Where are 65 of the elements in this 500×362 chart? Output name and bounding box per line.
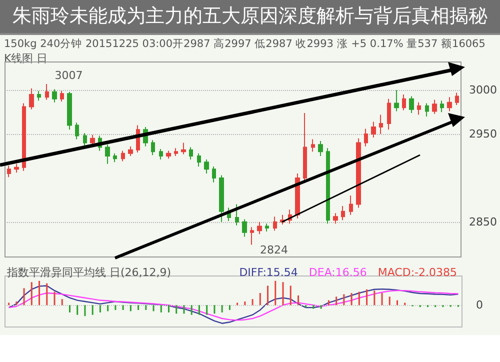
candlestick (356, 138, 361, 208)
candlestick (159, 148, 163, 160)
candlestick (14, 163, 19, 174)
candlestick (349, 195, 353, 216)
candlestick (273, 216, 277, 232)
candlestick (45, 83, 49, 100)
candlestick (83, 132, 87, 147)
candlestick (151, 140, 155, 156)
candlestick (52, 88, 57, 103)
candlestick (257, 221, 262, 235)
annotation: 2824 (260, 244, 288, 257)
candlestick (303, 112, 307, 182)
candlestick (75, 122, 79, 140)
candlestick (181, 142, 186, 155)
candlestick (197, 152, 201, 168)
candlestick (318, 140, 323, 156)
candlestick (67, 91, 72, 130)
candlestick (166, 150, 171, 160)
candlestick (432, 99, 437, 114)
candlestick (189, 146, 193, 160)
ref-line-label: 0 (476, 298, 483, 312)
candlestick (174, 148, 178, 156)
candlestick (371, 121, 376, 138)
candlestick (341, 206, 345, 221)
candlestick (235, 204, 239, 226)
series-label: DEA:16.56 (308, 266, 367, 279)
candlestick (311, 138, 315, 152)
candlestick (219, 174, 224, 222)
candlestick (37, 90, 41, 102)
chart-title: 朱雨玲未能成为主力的五大原因深度解析与背后真相揭秘 (0, 0, 500, 33)
candlestick (402, 94, 406, 111)
candlestick (326, 148, 330, 224)
candlestick (250, 226, 254, 246)
candlestick (447, 96, 452, 112)
candlestick (90, 134, 95, 146)
candlestick (22, 102, 26, 172)
annotation: 3007 (54, 68, 83, 82)
text: 150kg 240分钟 20151225 03:00开2987 高2997 低2987 收2993 涨 +5 0.17% 量537 额16065 (4, 37, 486, 51)
candlestick (242, 218, 247, 238)
candlestick (113, 152, 117, 163)
candlestick (440, 100, 444, 113)
candlestick (105, 144, 110, 164)
candlestick (379, 114, 383, 135)
candlestick (417, 102, 421, 116)
candlestick (425, 102, 429, 117)
candlestick (455, 92, 459, 106)
chart-title: 指数平滑异同平均线 日(26,12,9) (6, 266, 172, 279)
candlestick (60, 90, 64, 102)
candlestick (29, 88, 34, 110)
candlestick (333, 212, 338, 224)
candlestick (364, 128, 368, 147)
y-tick-label: 3000 (469, 84, 498, 97)
candlestick (128, 146, 133, 156)
y-tick-label: 2850 (469, 215, 498, 228)
candlestick (7, 165, 11, 178)
candlestick (409, 96, 414, 114)
candlestick (394, 90, 399, 112)
candlestick (204, 159, 209, 174)
candlestick (265, 223, 269, 232)
series-label: DIFF:15.54 (239, 266, 298, 279)
candlestick (121, 150, 125, 162)
y-tick-label: 2950 (469, 128, 498, 141)
candlestick (387, 98, 391, 130)
candlestick (212, 166, 216, 183)
series-label: MACD:-2.0385 (378, 266, 458, 279)
